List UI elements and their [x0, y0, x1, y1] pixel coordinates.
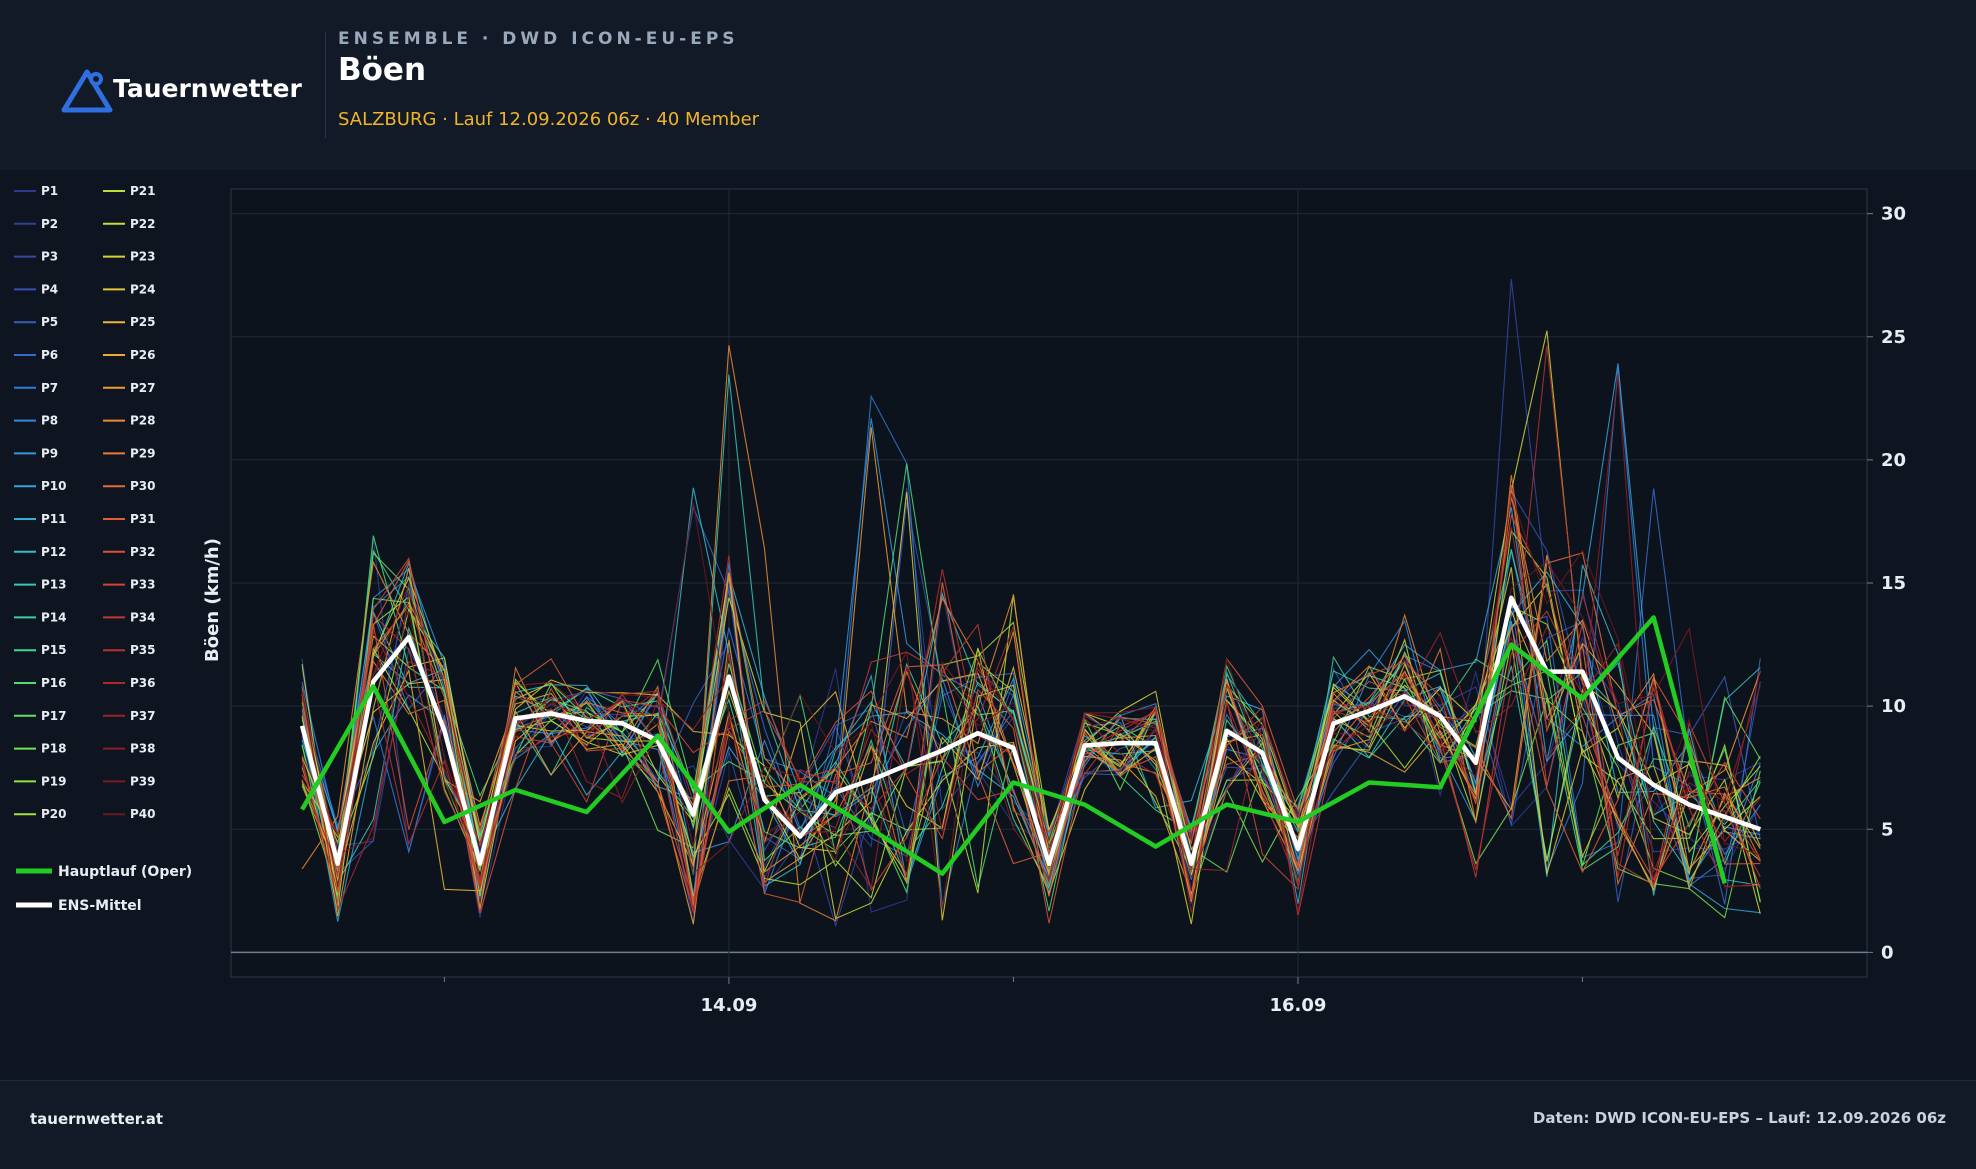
legend-label: P33	[130, 578, 156, 592]
x-tick-label: 14.09	[700, 995, 757, 1016]
member-line-p38	[301, 373, 1761, 913]
y-tick-label: 30	[1881, 204, 1906, 225]
y-tick-label: 0	[1881, 942, 1894, 963]
member-line-p39	[301, 561, 1761, 911]
legend-label: P14	[41, 610, 67, 624]
y-tick-label: 25	[1881, 327, 1906, 348]
axes: 0 5 10 15 20 25 30 14.09 16.09	[443, 204, 1906, 1016]
chart-subtitle: SALZBURG · Lauf 12.09.2026 06z · 40 Memb…	[338, 109, 760, 130]
main-lines	[299, 595, 1762, 884]
legend-label: P4	[41, 282, 58, 296]
member-line-p27	[301, 427, 1761, 925]
legend-oper-label: Hauptlauf (Oper)	[58, 864, 192, 880]
member-line-p40	[301, 493, 1761, 892]
legend-label: P5	[41, 315, 58, 329]
y-tick-label: 15	[1881, 573, 1906, 594]
y-tick-label: 20	[1881, 450, 1906, 471]
ens-mean-line	[299, 595, 1762, 866]
legend-label: P36	[130, 676, 156, 690]
legend-label: P40	[130, 807, 156, 821]
legend-label: P22	[130, 217, 156, 231]
header: Tauernwetter ENSEMBLE · DWD ICON-EU-EPS …	[0, 0, 1976, 170]
legend-label: P10	[41, 479, 67, 493]
triangle-pin-logo-icon	[61, 69, 113, 113]
member-line-p18	[301, 597, 1761, 919]
y-tick-label: 10	[1881, 696, 1906, 717]
legend-label: P11	[41, 512, 67, 526]
legend-label: P39	[130, 774, 156, 788]
legend-label: P17	[41, 709, 67, 723]
legend-label: P6	[41, 348, 58, 362]
legend-label: P32	[130, 545, 156, 559]
legend-label: P15	[41, 643, 67, 657]
legend-label: P30	[130, 479, 156, 493]
legend-label: P2	[41, 217, 58, 231]
legend-label: P26	[130, 348, 156, 362]
legend-label: P34	[130, 610, 156, 624]
member-line-p32	[301, 513, 1761, 924]
member-line-p31	[301, 559, 1761, 910]
y-axis-label: Böen (km/h)	[202, 538, 223, 662]
legend-label: P28	[130, 414, 156, 428]
oper-line	[300, 615, 1727, 884]
member-line-p1	[301, 588, 1761, 918]
member-line-p28	[301, 345, 1761, 922]
member-lines	[301, 279, 1761, 928]
member-line-p36	[301, 527, 1761, 912]
legend-label: P37	[130, 709, 156, 723]
footer-data-source: Daten: DWD ICON-EU-EPS – Lauf: 12.09.202…	[1532, 1109, 1946, 1127]
brand-name[interactable]: Tauernwetter	[113, 74, 302, 103]
legend-label: P12	[41, 545, 67, 559]
legend-mean-label: ENS-Mittel	[58, 898, 142, 914]
legend-label: P13	[41, 578, 67, 592]
legend-label: P8	[41, 414, 58, 428]
footer: tauernwetter.at Daten: DWD ICON-EU-EPS –…	[0, 1080, 1976, 1169]
header-divider	[325, 32, 326, 138]
legend-label: P31	[130, 512, 156, 526]
footer-site-link[interactable]: tauernwetter.at	[30, 1110, 164, 1128]
legend-label: P3	[41, 250, 58, 264]
legend-label: P9	[41, 446, 58, 460]
legend: P1 P2 P3 P4 P5 P6 P7 P8 P9 P10 P11 P12 P13 P14 P15 P16 P…	[14, 184, 192, 914]
legend-label: P16	[41, 676, 67, 690]
member-line-p24	[301, 567, 1761, 895]
legend-label: P20	[41, 807, 67, 821]
legend-label: P23	[130, 250, 156, 264]
legend-label: P18	[41, 742, 67, 756]
legend-label: P35	[130, 643, 156, 657]
x-tick-label: 16.09	[1269, 995, 1326, 1016]
legend-label: P25	[130, 315, 156, 329]
member-line-p33	[301, 484, 1761, 904]
ensemble-chart: P1 P2 P3 P4 P5 P6 P7 P8 P9 P10 P11 P12 P13 P14 P15 P16 P…	[14, 184, 1906, 1016]
y-tick-label: 5	[1881, 819, 1894, 840]
legend-label: P38	[130, 742, 156, 756]
chart-eyebrow: ENSEMBLE · DWD ICON-EU-EPS	[338, 29, 739, 49]
legend-label: P29	[130, 446, 156, 460]
legend-label: P1	[41, 184, 58, 198]
legend-label: P24	[130, 282, 156, 296]
chart-title: Böen	[338, 52, 427, 88]
legend-label: P21	[130, 184, 156, 198]
legend-label: P7	[41, 381, 58, 395]
legend-label: P27	[130, 381, 156, 395]
legend-label: P19	[41, 774, 67, 788]
